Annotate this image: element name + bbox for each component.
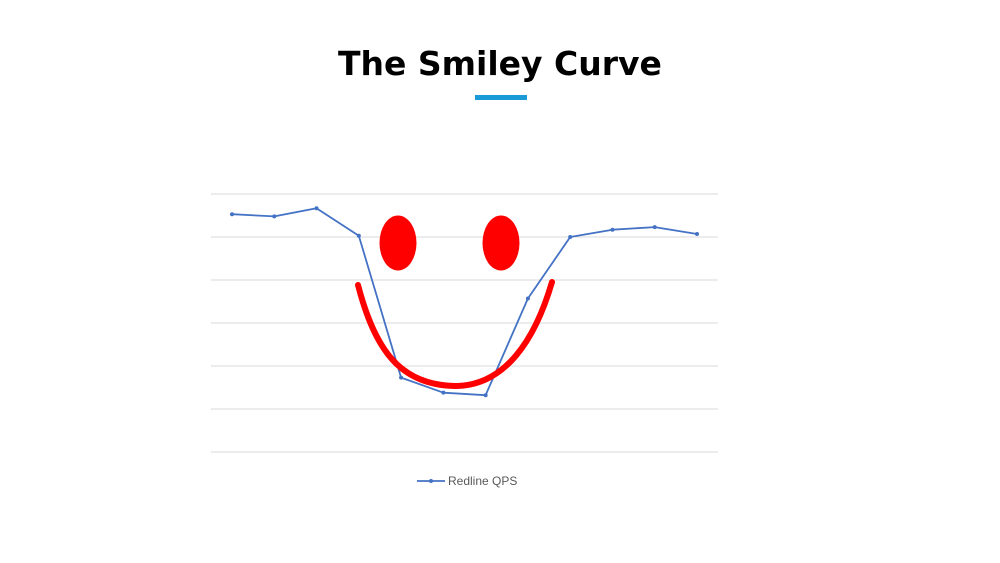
- data-point: [399, 375, 404, 380]
- data-point: [441, 390, 446, 395]
- legend-label: Redline QPS: [448, 474, 517, 488]
- smiley-annotation: [355, 215, 555, 390]
- data-point: [272, 214, 277, 219]
- legend: Redline QPS: [417, 474, 517, 488]
- gridlines: [211, 193, 718, 453]
- series-line: [231, 207, 698, 397]
- data-point: [652, 225, 657, 230]
- legend-swatch-marker: [429, 479, 433, 483]
- data-point: [695, 231, 699, 236]
- data-point: [356, 233, 361, 238]
- data-point: [568, 235, 573, 239]
- right-eye: [482, 215, 520, 271]
- data-point: [230, 212, 234, 217]
- data-point: [483, 393, 488, 398]
- data-point: [314, 206, 319, 211]
- slide-title: The Smiley Curve: [338, 44, 662, 83]
- data-point: [525, 296, 530, 301]
- data-point: [610, 227, 615, 232]
- title-accent-bar: [475, 95, 527, 100]
- series-layer: [230, 206, 699, 398]
- smile-curve: [355, 279, 555, 390]
- left-eye: [379, 215, 417, 271]
